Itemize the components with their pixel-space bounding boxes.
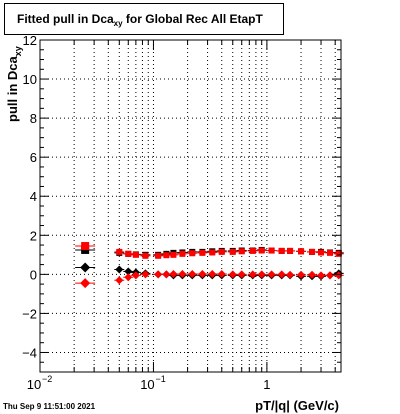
data-point xyxy=(229,248,236,255)
x-tick-label: 10 xyxy=(27,377,41,392)
data-point xyxy=(218,248,225,255)
data-point xyxy=(163,252,170,259)
data-point xyxy=(277,270,286,279)
plot-frame xyxy=(39,39,342,373)
data-point xyxy=(257,270,266,279)
series-3 xyxy=(75,269,344,289)
data-point xyxy=(115,265,124,274)
data-point xyxy=(267,270,276,279)
title-main: Fitted pull in Dca xyxy=(17,12,114,26)
data-point xyxy=(318,249,325,256)
data-point xyxy=(132,251,139,258)
title-subscript: xy xyxy=(113,19,123,28)
y-tick-label: −2 xyxy=(22,306,37,321)
data-point xyxy=(116,248,123,255)
data-point xyxy=(188,269,197,278)
y-axis-label: pull in Dcaxy xyxy=(5,46,23,122)
y-axis-label-sub: xy xyxy=(13,46,23,56)
title-box: Fitted pull in Dcaxy for Global Rec All … xyxy=(4,3,284,35)
data-point xyxy=(155,252,162,259)
data-point xyxy=(209,249,216,256)
plot-title: Fitted pull in Dcaxy for Global Rec All … xyxy=(17,12,263,28)
data-point xyxy=(335,250,342,257)
data-point xyxy=(80,262,91,273)
data-point xyxy=(217,269,226,278)
data-point xyxy=(238,248,245,255)
data-point xyxy=(237,270,246,279)
y-tick-label: 6 xyxy=(30,150,37,165)
data-point xyxy=(268,247,275,254)
grid-layer xyxy=(39,39,341,372)
data-point xyxy=(228,270,237,279)
y-axis-label-main: pull in Dca xyxy=(5,56,20,123)
x-tick-exponent: −1 xyxy=(155,374,165,384)
data-point xyxy=(297,270,306,279)
x-tick-label: 1 xyxy=(263,377,270,392)
data-point xyxy=(198,269,207,278)
series-1 xyxy=(75,242,344,259)
data-point xyxy=(81,242,90,251)
x-axis-label: pT/|q| (GeV/c) xyxy=(255,398,339,413)
y-tick-label: 10 xyxy=(23,72,37,87)
series-2 xyxy=(75,262,344,281)
data-point xyxy=(178,269,187,278)
data-point xyxy=(142,252,149,259)
data-point xyxy=(124,267,133,276)
data-point xyxy=(298,248,305,255)
data-point xyxy=(80,278,91,289)
data-point xyxy=(317,271,326,280)
y-tick-label: 0 xyxy=(30,267,37,282)
data-point xyxy=(125,250,132,257)
series-layer xyxy=(75,242,344,289)
data-point xyxy=(309,248,316,255)
data-point xyxy=(249,247,256,254)
data-point xyxy=(169,269,178,278)
data-point xyxy=(115,276,124,285)
data-point xyxy=(327,249,334,256)
data-point xyxy=(179,250,186,257)
data-point xyxy=(278,247,285,254)
data-point xyxy=(162,270,171,279)
x-tick-exponent: −2 xyxy=(42,374,52,384)
data-point xyxy=(141,270,150,279)
data-point xyxy=(248,270,257,279)
data-point xyxy=(154,270,163,279)
data-point xyxy=(131,271,140,280)
data-point xyxy=(199,249,206,256)
data-point xyxy=(308,270,317,279)
y-tick-label: −4 xyxy=(22,345,37,360)
data-point xyxy=(170,251,177,258)
data-point xyxy=(287,247,294,254)
data-point xyxy=(286,270,295,279)
data-point xyxy=(326,271,335,280)
y-tick-label: 8 xyxy=(30,111,37,126)
y-tick-label: 12 xyxy=(23,33,37,48)
data-point xyxy=(124,273,133,282)
x-tick-label: 10 xyxy=(140,377,154,392)
y-tick-label: 2 xyxy=(30,228,37,243)
y-tick-label: 4 xyxy=(30,189,37,204)
data-point xyxy=(208,269,217,278)
data-point xyxy=(189,250,196,257)
data-point xyxy=(258,247,265,254)
date-stamp: Thu Sep 9 11:51:00 2021 xyxy=(3,402,96,411)
title-rest: for Global Rec All EtapT xyxy=(122,12,263,26)
